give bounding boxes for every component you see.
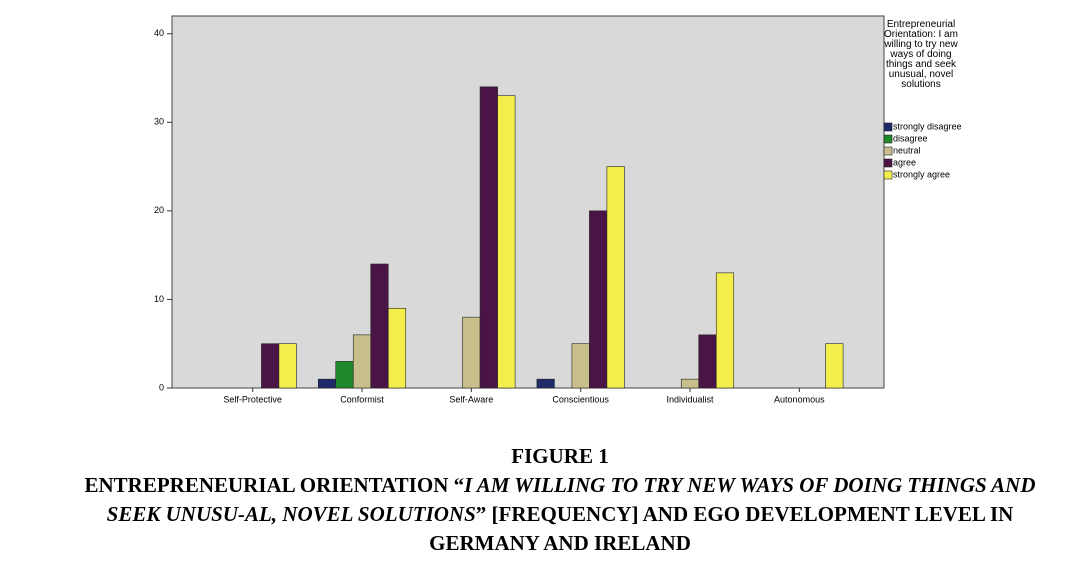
- x-tick-label: Self-Protective: [223, 394, 282, 404]
- caption-italic: I AM WILLING TO TRY NEW WAYS OF DOING TH…: [106, 473, 1036, 526]
- bar: [370, 263, 389, 389]
- legend-swatch: [883, 134, 893, 144]
- bar: [317, 378, 337, 389]
- bar: [278, 343, 297, 389]
- x-tick-label: Conscientious: [552, 394, 609, 404]
- plot-area: [171, 15, 885, 389]
- y-tick-label: 40: [154, 28, 164, 38]
- x-tick-label: Autonomous: [774, 394, 825, 404]
- chart: 0 10 20 30 40 Self-Protective Conformist Self-A…: [154, 15, 962, 404]
- y-tick-label: 20: [154, 205, 164, 215]
- legend-label: disagree: [893, 133, 928, 143]
- legend-label: strongly disagree: [893, 121, 962, 131]
- bar: [536, 378, 555, 389]
- legend-swatch: [883, 146, 893, 156]
- y-tick-label: 0: [159, 382, 164, 392]
- legend-swatch: [883, 170, 893, 180]
- legend-swatch: [883, 122, 893, 132]
- bar: [462, 316, 481, 389]
- x-tick-label: Conformist: [340, 394, 384, 404]
- caption-label: FIGURE 1: [511, 444, 609, 468]
- bar: [479, 86, 498, 389]
- legend-label: agree: [893, 157, 916, 167]
- bar: [589, 210, 608, 389]
- bar: [497, 95, 516, 389]
- caption-text: ” [FREQUENCY] AND EGO DEVELOPMENT LEVEL …: [429, 502, 1014, 555]
- legend-label: strongly agree: [893, 169, 950, 179]
- bar: [387, 307, 407, 389]
- y-tick-label: 10: [154, 294, 164, 304]
- bar: [606, 166, 625, 389]
- legend-title: Entrepreneurial Orientation: I am willin…: [884, 19, 958, 90]
- y-tick-label: 30: [154, 117, 164, 127]
- bar: [261, 343, 280, 389]
- bar: [335, 361, 354, 389]
- bar: [825, 343, 844, 389]
- bar: [352, 334, 372, 389]
- bar: [680, 378, 700, 389]
- bar: [715, 272, 735, 389]
- x-tick-label: Self-Aware: [449, 394, 493, 404]
- caption: FIGURE 1 ENTREPRENEURIAL ORIENTATION “I …: [70, 442, 1050, 558]
- legend-swatch: [883, 158, 893, 168]
- bar: [698, 334, 717, 389]
- bar: [571, 343, 590, 389]
- x-tick-label: Individualist: [666, 394, 714, 404]
- caption-text: ENTREPRENEURIAL ORIENTATION “: [84, 473, 465, 497]
- legend-label: neutral: [893, 145, 921, 155]
